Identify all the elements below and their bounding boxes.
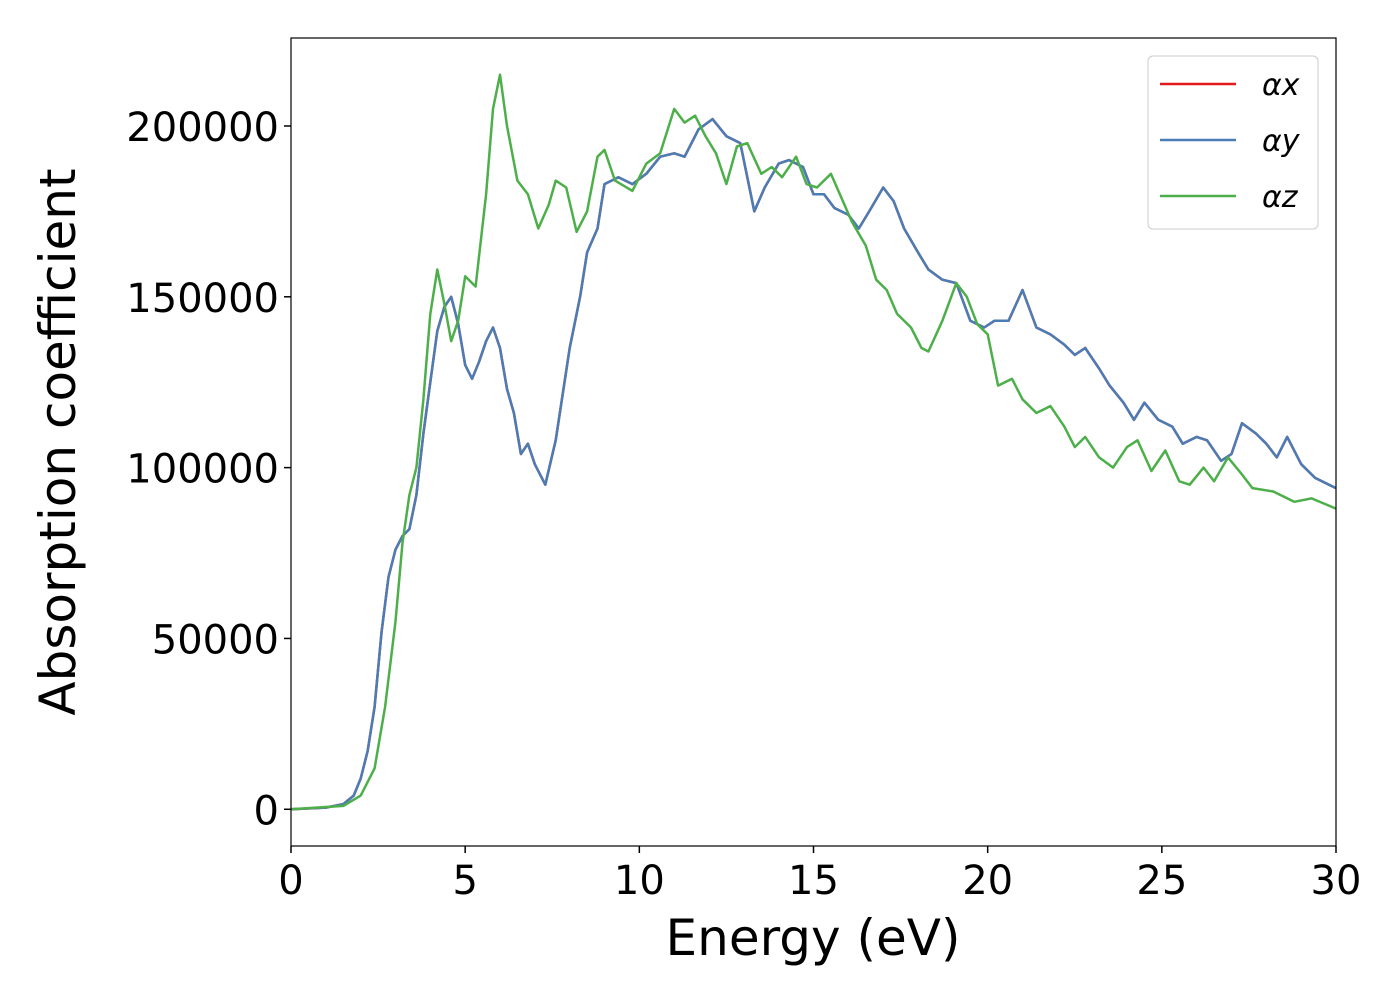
x-tick-label: 0 xyxy=(278,858,303,904)
y-tick-label: 150000 xyxy=(126,276,279,322)
y-tick-label: 200000 xyxy=(126,105,279,151)
legend-label: αz xyxy=(1262,180,1299,215)
x-tick-label: 10 xyxy=(614,858,665,904)
legend-box xyxy=(1147,55,1319,230)
legend-label: αx xyxy=(1262,68,1300,103)
x-tick-label: 5 xyxy=(452,858,477,904)
x-tick-label: 30 xyxy=(1311,858,1362,904)
y-tick-label: 50000 xyxy=(152,617,279,663)
y-axis-label: Absorption coefficient xyxy=(29,168,87,715)
plot-frame xyxy=(290,37,1337,847)
x-tick-label: 15 xyxy=(788,858,839,904)
legend-label: αy xyxy=(1262,124,1301,159)
line-series xyxy=(290,73,1337,811)
x-tick-label: 20 xyxy=(962,858,1013,904)
x-tick-label: 25 xyxy=(1136,858,1187,904)
y-tick-label: 0 xyxy=(254,788,279,834)
y-tick-label: 100000 xyxy=(126,447,279,493)
x-axis-label: Energy (eV) xyxy=(666,909,961,967)
